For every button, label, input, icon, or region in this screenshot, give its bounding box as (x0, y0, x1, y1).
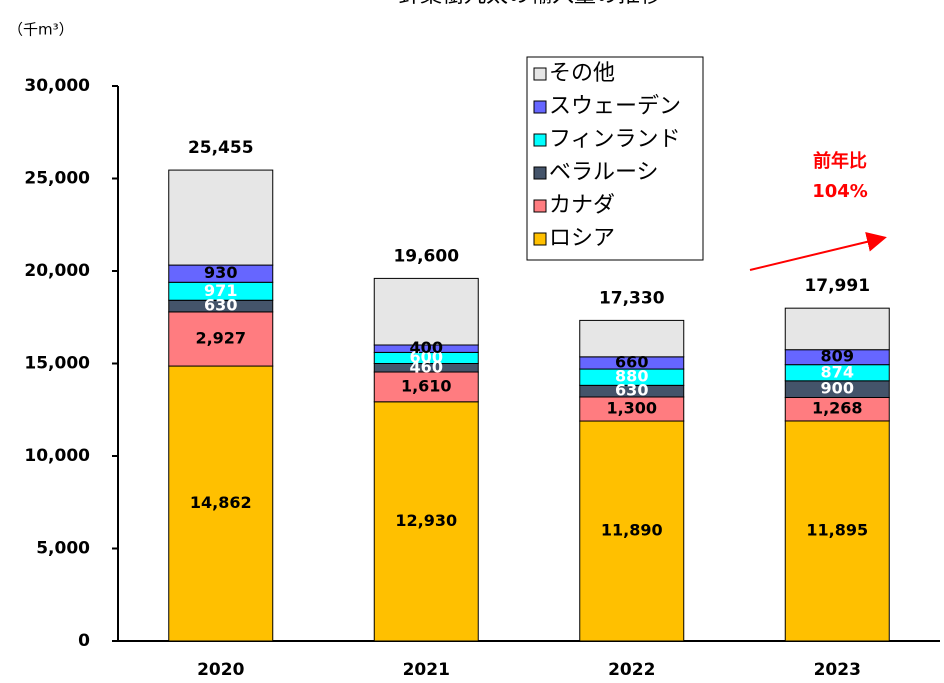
legend-text: その他 (549, 61, 615, 86)
legend-swatch (533, 67, 547, 81)
data-label: 1,300 (606, 399, 657, 418)
chart-title: 針葉樹丸太の輸入量の推移 (398, 0, 662, 8)
y-tick-label: 30,000 (24, 76, 90, 96)
x-tick-label: 2023 (814, 660, 861, 680)
total-label: 17,991 (804, 276, 870, 296)
bar-segment (579, 420, 685, 642)
data-label: 600 (410, 347, 443, 366)
data-label: 660 (615, 352, 648, 371)
total-label: 19,600 (393, 246, 459, 266)
y-tick-label: 10,000 (24, 446, 90, 466)
x-tick-label: 2021 (403, 660, 450, 680)
legend-text: ベラルーシ (549, 160, 659, 185)
data-label: 11,890 (601, 521, 663, 540)
data-label: 630 (615, 381, 648, 400)
x-tick-label: 2022 (608, 660, 655, 680)
data-label: 630 (204, 296, 237, 315)
annotation-arrow (749, 232, 887, 271)
bar-segment (579, 319, 685, 358)
data-label: 12,930 (395, 511, 457, 530)
data-label: 971 (204, 281, 237, 300)
data-label: 400 (410, 338, 443, 357)
unit-label: （千m³） (8, 21, 74, 39)
bar-segment (168, 365, 274, 642)
data-label: 874 (821, 362, 854, 381)
legend-swatch (533, 100, 547, 114)
bar-segment (784, 307, 890, 351)
legend-swatch (533, 133, 547, 147)
bar-segment (784, 420, 890, 642)
annotation: 104% (812, 181, 868, 202)
total-label: 25,455 (188, 138, 254, 158)
legend-swatch (533, 199, 547, 213)
data-label: 11,895 (806, 520, 868, 539)
legend-text: ロシア (549, 226, 615, 251)
legend-box (526, 56, 704, 261)
y-tick-label: 20,000 (24, 261, 90, 281)
total-label: 17,330 (599, 288, 665, 308)
data-label: 1,610 (401, 376, 452, 395)
bar-segment (168, 169, 274, 266)
bar-segment (168, 311, 274, 367)
y-tick-label: 15,000 (24, 354, 90, 374)
data-label: 880 (615, 367, 648, 386)
y-tick-label: 0 (78, 631, 90, 651)
x-tick-label: 2020 (197, 660, 244, 680)
legend-swatch (533, 166, 547, 180)
legend-text: カナダ (549, 193, 615, 218)
bar-segment (373, 371, 479, 403)
legend-text: フィンランド (549, 127, 681, 152)
bar-segment (373, 277, 479, 346)
data-label: 1,268 (812, 399, 863, 418)
data-label: 14,862 (190, 493, 252, 512)
annotation: 前年比 (813, 150, 867, 172)
y-tick-label: 5,000 (36, 539, 90, 559)
legend-text: スウェーデン (549, 94, 681, 119)
legend-swatch (533, 232, 547, 246)
bar-segment (373, 401, 479, 642)
data-label: 2,927 (195, 328, 246, 347)
data-label: 460 (410, 357, 443, 376)
y-tick-label: 25,000 (24, 169, 90, 189)
data-label: 809 (821, 347, 854, 366)
data-label: 930 (204, 263, 237, 282)
data-label: 900 (821, 379, 854, 398)
